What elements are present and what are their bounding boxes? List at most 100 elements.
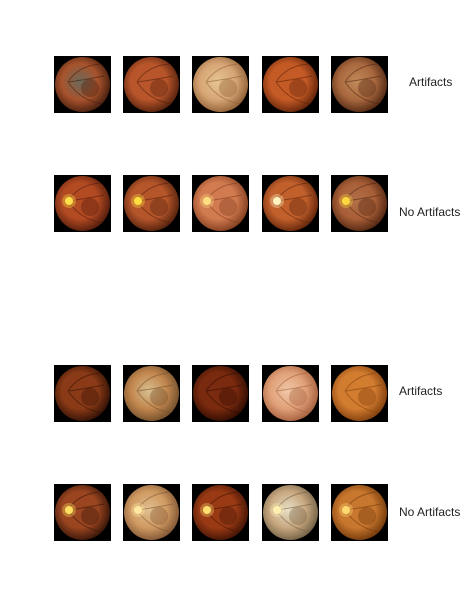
macula	[358, 507, 376, 525]
macula	[289, 198, 307, 216]
fundus-disc-background	[55, 485, 110, 540]
macula	[81, 198, 99, 216]
fundus-graphic	[331, 56, 388, 113]
fundus-disc-background	[124, 485, 179, 540]
row-label: Artifacts	[399, 384, 443, 398]
fundus-graphic	[54, 56, 111, 113]
macula	[219, 198, 237, 216]
fundus-image	[192, 484, 249, 541]
fundus-image	[192, 365, 249, 422]
fundus-disc-background	[263, 176, 318, 231]
fundus-graphic	[331, 484, 388, 541]
fundus-graphic	[123, 175, 180, 232]
optic-disc	[342, 197, 350, 205]
fundus-image	[123, 365, 180, 422]
blood-vessels	[136, 63, 174, 105]
fundus-disc-background	[124, 366, 179, 421]
blood-vessels	[67, 63, 105, 105]
fundus-disc-background	[55, 176, 110, 231]
fundus-disc-background	[332, 485, 387, 540]
fundus-image	[123, 56, 180, 113]
blood-vessels	[344, 372, 382, 414]
macula	[358, 388, 376, 406]
fundus-graphic	[192, 484, 249, 541]
fundus-disc-background	[263, 57, 318, 112]
blood-vessels	[205, 63, 243, 105]
blood-vessels	[275, 372, 313, 414]
row-label: No Artifacts	[399, 505, 461, 519]
fundus-image	[262, 365, 319, 422]
fundus-disc-background	[263, 485, 318, 540]
fundus-image	[331, 484, 388, 541]
fundus-disc-background	[332, 57, 387, 112]
fundus-disc-background	[193, 57, 248, 112]
optic-disc	[273, 197, 281, 205]
blood-vessels	[67, 372, 105, 414]
fundus-disc-background	[263, 366, 318, 421]
optic-disc	[203, 506, 211, 514]
macula	[81, 507, 99, 525]
macula	[358, 198, 376, 216]
optic-disc	[65, 506, 73, 514]
macula	[150, 79, 168, 97]
fundus-image	[262, 56, 319, 113]
fundus-image	[192, 175, 249, 232]
fundus-graphic	[262, 365, 319, 422]
blood-vessels	[344, 63, 382, 105]
macula	[289, 388, 307, 406]
macula	[150, 198, 168, 216]
fundus-image	[123, 484, 180, 541]
blood-vessels	[205, 372, 243, 414]
fundus-image	[54, 56, 111, 113]
fundus-image	[331, 175, 388, 232]
macula	[289, 79, 307, 97]
fundus-graphic	[262, 175, 319, 232]
fundus-graphic	[331, 175, 388, 232]
macula	[150, 507, 168, 525]
fundus-disc-background	[124, 57, 179, 112]
fundus-image	[54, 175, 111, 232]
fundus-disc-background	[55, 366, 110, 421]
macula	[358, 79, 376, 97]
fundus-image	[262, 175, 319, 232]
fundus-image	[123, 175, 180, 232]
fundus-disc-background	[193, 485, 248, 540]
fundus-graphic	[262, 484, 319, 541]
fundus-graphic	[123, 56, 180, 113]
fundus-image	[262, 484, 319, 541]
fundus-image	[331, 365, 388, 422]
fundus-graphic	[192, 175, 249, 232]
macula	[81, 388, 99, 406]
macula	[81, 79, 99, 97]
fundus-image	[54, 484, 111, 541]
fundus-graphic	[192, 365, 249, 422]
fundus-image	[54, 365, 111, 422]
optic-disc	[134, 506, 142, 514]
blood-vessels	[136, 372, 174, 414]
macula	[219, 388, 237, 406]
fundus-disc-background	[332, 366, 387, 421]
fundus-image	[192, 56, 249, 113]
fundus-disc-background	[332, 176, 387, 231]
optic-disc	[65, 197, 73, 205]
macula	[219, 79, 237, 97]
optic-disc	[342, 506, 350, 514]
fundus-graphic	[54, 365, 111, 422]
row-label: No Artifacts	[399, 205, 461, 219]
optic-disc	[273, 506, 281, 514]
blood-vessels	[275, 63, 313, 105]
optic-disc	[203, 197, 211, 205]
fundus-image	[331, 56, 388, 113]
macula	[289, 507, 307, 525]
macula	[150, 388, 168, 406]
fundus-disc-background	[193, 176, 248, 231]
fundus-disc-background	[193, 366, 248, 421]
fundus-graphic	[54, 484, 111, 541]
macula	[219, 507, 237, 525]
fundus-graphic	[123, 365, 180, 422]
optic-disc	[134, 197, 142, 205]
fundus-graphic	[54, 175, 111, 232]
fundus-graphic	[331, 365, 388, 422]
fundus-graphic	[123, 484, 180, 541]
fundus-disc-background	[55, 57, 110, 112]
